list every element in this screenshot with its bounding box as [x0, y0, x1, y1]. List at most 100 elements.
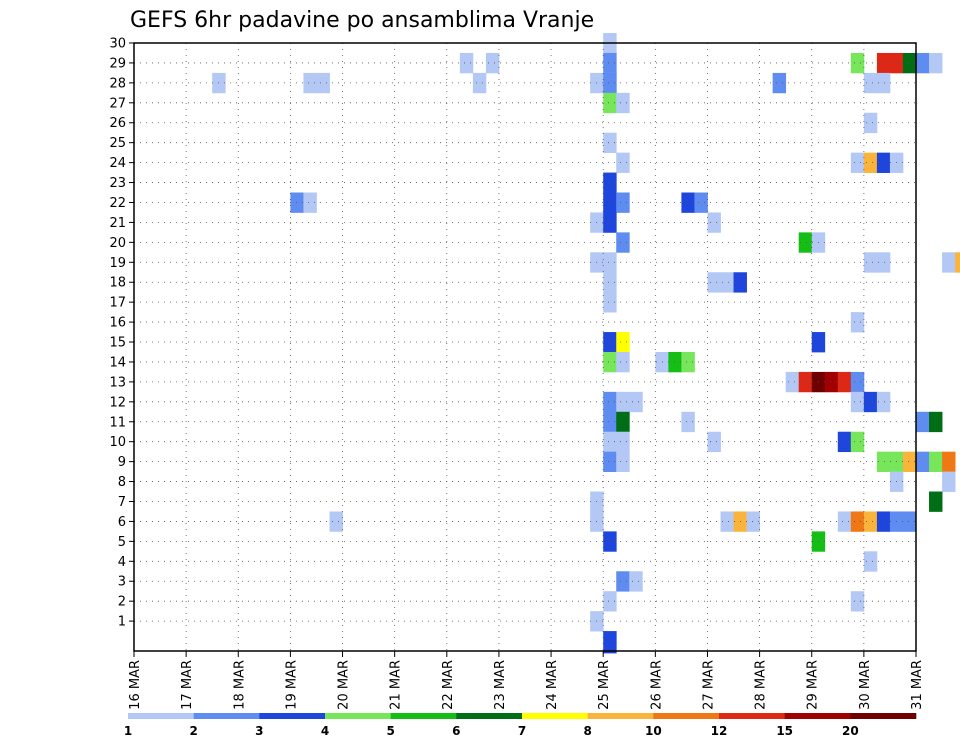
heatmap-cell	[850, 371, 865, 393]
heatmap-cell	[603, 292, 617, 313]
heatmap-cell	[603, 451, 617, 472]
heatmap-cell	[668, 351, 682, 373]
y-tick-label: 24	[109, 156, 126, 171]
y-tick-label: 25	[109, 136, 126, 151]
heatmap-cell	[603, 431, 617, 453]
y-tick-label: 26	[109, 116, 126, 131]
x-tick-label: 18 MAR	[232, 660, 247, 710]
heatmap-cell	[863, 252, 878, 273]
colorbar-swatch	[456, 713, 523, 719]
heatmap-cell	[603, 252, 617, 273]
heatmap-cell	[863, 551, 878, 572]
colorbar-swatch	[259, 713, 326, 719]
heatmap-cell	[942, 451, 956, 472]
heatmap-cell	[603, 72, 617, 94]
heatmap-cell	[303, 192, 317, 213]
heatmap-cell	[837, 511, 852, 532]
heatmap-cell	[837, 371, 852, 393]
heatmap-cell	[876, 52, 891, 74]
colorbar-label: 12	[711, 724, 728, 738]
colorbar-label: 1	[124, 724, 132, 738]
colorbar-swatch	[850, 713, 917, 719]
heatmap-cell	[616, 192, 630, 213]
heatmap-cell	[616, 152, 630, 173]
y-tick-label: 16	[109, 316, 126, 331]
heatmap-cell	[603, 351, 617, 373]
x-tick-label: 16 MAR	[128, 660, 143, 710]
y-tick-label: 14	[109, 355, 126, 370]
colorbar-label: 3	[255, 724, 263, 738]
y-tick-label: 30	[109, 37, 126, 52]
y-tick-label: 12	[109, 395, 126, 410]
heatmap-cell	[681, 192, 695, 213]
heatmap-cell	[616, 232, 630, 253]
x-tick-label: 17 MAR	[180, 660, 195, 710]
x-tick-label: 25 MAR	[597, 660, 612, 710]
heatmap-cell	[929, 451, 943, 472]
heatmap-cell	[485, 52, 500, 74]
colorbar-label: 10	[645, 724, 662, 738]
colorbar-swatch	[522, 713, 588, 719]
x-tick-label: 30 MAR	[858, 660, 873, 710]
colorbar-label: 6	[452, 724, 460, 738]
heatmap-cell	[863, 72, 878, 94]
heatmap-cell	[863, 511, 878, 532]
heatmap-cell	[942, 471, 956, 492]
y-tick-label: 13	[109, 375, 126, 390]
heatmap-cell	[616, 571, 630, 592]
heatmap-cell	[798, 232, 813, 253]
x-tick-label: 31 MAR	[910, 660, 925, 710]
heatmap-cell	[694, 192, 708, 213]
colorbar-swatch	[653, 713, 720, 719]
heatmap-cell	[916, 411, 930, 433]
heatmap-cell	[603, 52, 617, 74]
chart-title: GEFS 6hr padavine po ansamblima Vranje	[130, 8, 594, 33]
heatmap-cell	[876, 252, 891, 273]
heatmap-cell	[629, 571, 643, 592]
y-tick-label: 28	[109, 76, 126, 91]
colorbar-swatch	[193, 713, 260, 719]
y-tick-label: 18	[109, 276, 126, 291]
y-tick-label: 4	[118, 555, 126, 570]
heatmap-cell	[837, 431, 852, 453]
heatmap-cell	[876, 152, 891, 173]
heatmap-cell	[616, 431, 630, 453]
heatmap-cell	[942, 252, 956, 273]
heatmap-cell	[850, 152, 865, 173]
x-tick-label: 27 MAR	[701, 660, 716, 710]
y-tick-label: 11	[109, 415, 126, 430]
heatmap-cell	[955, 252, 960, 273]
colorbar: 1 2 3 4 5 6 7 8 10 12 15 20	[124, 713, 917, 738]
heatmap-cell	[916, 451, 930, 472]
heatmap-cell	[850, 391, 865, 413]
colorbar-swatch	[719, 713, 785, 719]
heatmap-cell	[603, 391, 617, 413]
heatmap-cell	[603, 172, 617, 193]
colorbar-swatch	[390, 713, 457, 719]
heatmap-cell	[746, 511, 760, 532]
heatmap-cell	[929, 52, 943, 74]
heatmap-cell	[603, 631, 617, 654]
colorbar-swatch	[587, 713, 654, 719]
y-tick-label: 10	[109, 435, 126, 450]
heatmap-cell	[863, 112, 878, 134]
heatmap-cell	[603, 192, 617, 213]
heatmap-cell	[290, 192, 304, 213]
colorbar-label: 15	[776, 724, 793, 738]
y-tick-label: 8	[118, 475, 126, 490]
x-tick-label: 20 MAR	[337, 660, 352, 710]
heatmap-cell	[603, 591, 617, 612]
heatmap-cell	[916, 52, 930, 74]
y-tick-label: 27	[109, 96, 126, 111]
heatmap-cell	[459, 52, 474, 74]
y-tick-label: 2	[118, 595, 126, 610]
grid-layer	[134, 42, 916, 651]
heatmap-cell	[876, 451, 891, 472]
heatmap-cell	[616, 332, 630, 353]
heatmap-cell	[863, 391, 878, 413]
y-tick-label: 15	[109, 336, 126, 351]
heatmap-cell	[876, 72, 891, 94]
heatmap-cell	[850, 511, 865, 532]
colorbar-label: 5	[386, 724, 394, 738]
